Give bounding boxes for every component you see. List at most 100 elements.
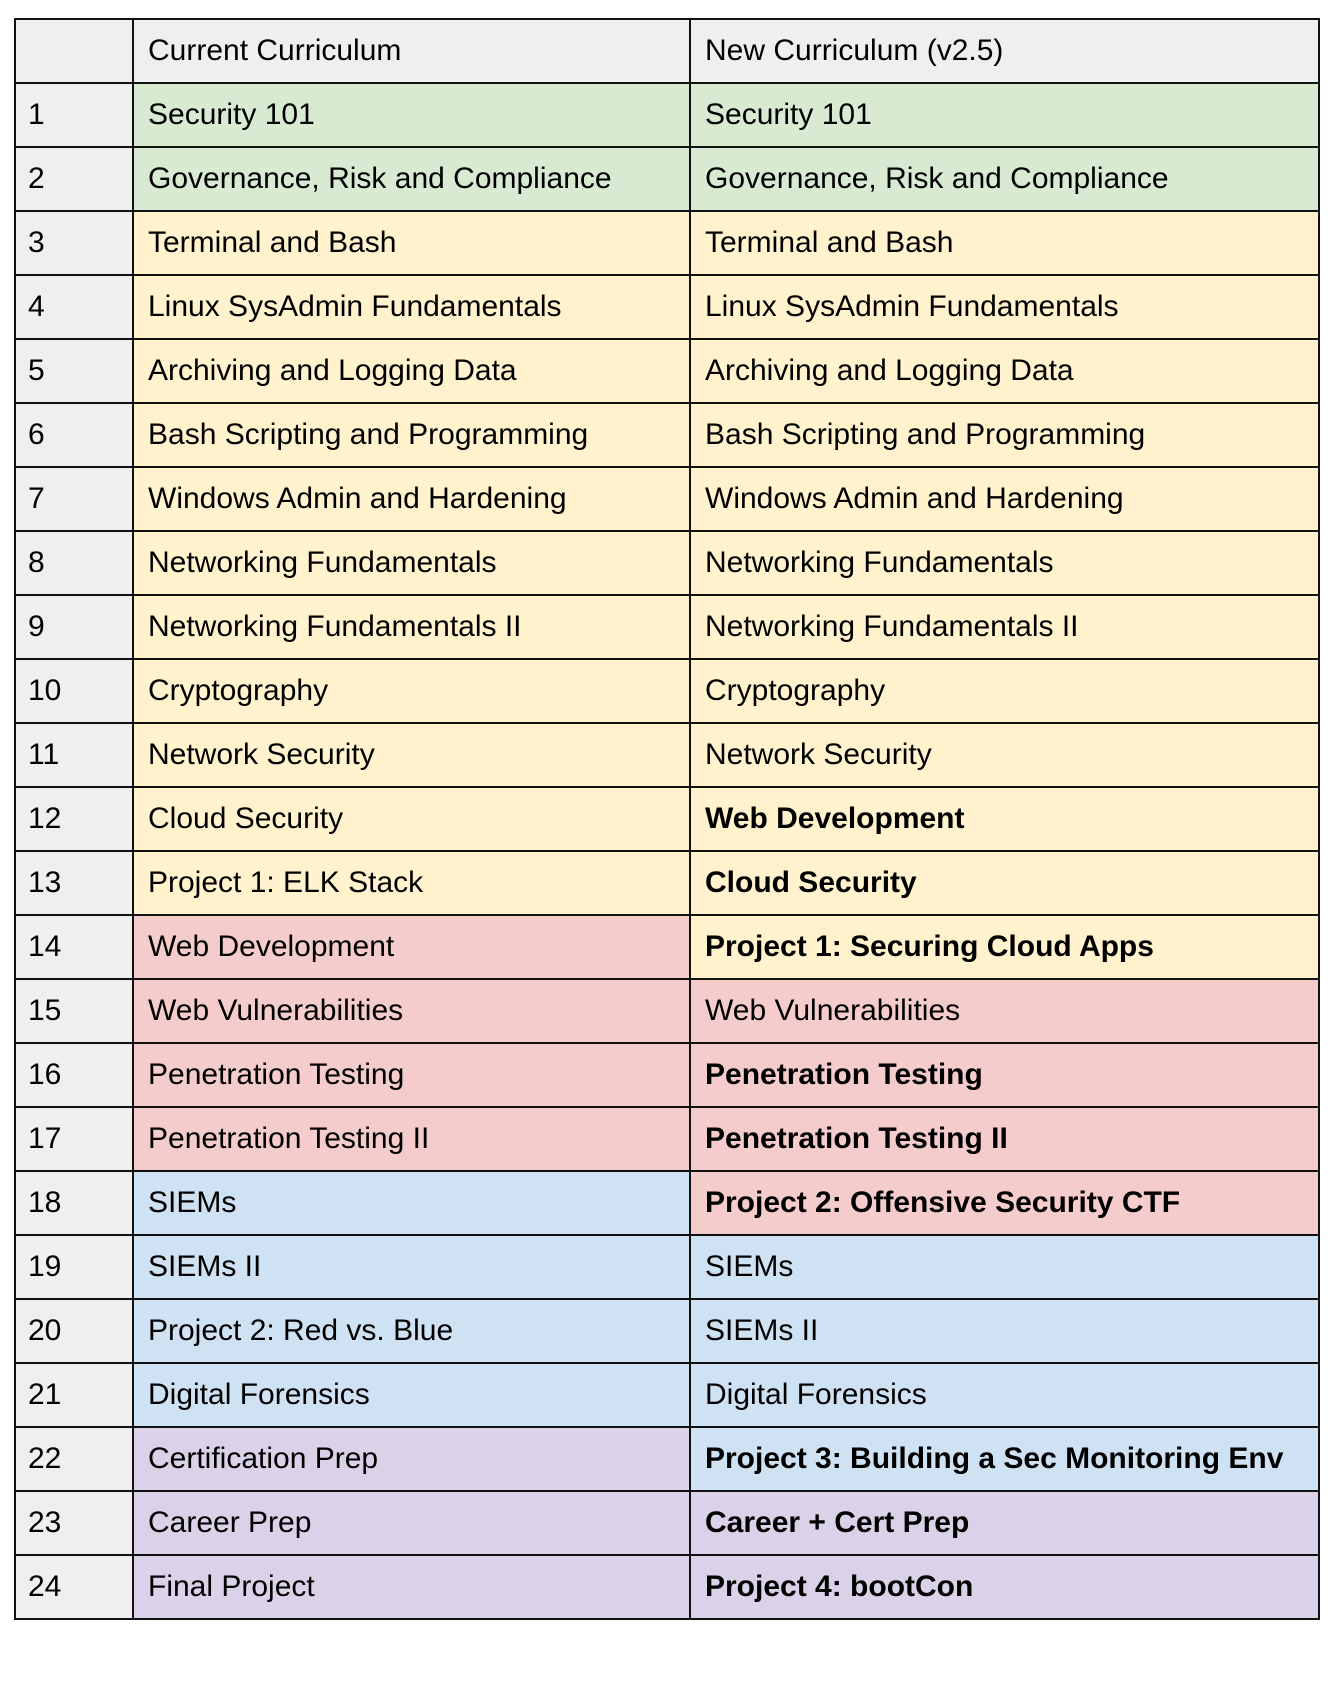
current-curriculum-cell: Networking Fundamentals xyxy=(132,530,691,596)
current-curriculum-cell: Windows Admin and Hardening xyxy=(132,466,691,532)
row-number-cell: 10 xyxy=(14,658,134,724)
table-row: 17 Penetration Testing II Penetration Test… xyxy=(14,1106,1320,1172)
current-curriculum-cell: Career Prep xyxy=(132,1490,691,1556)
new-curriculum-cell: Windows Admin and Hardening xyxy=(689,466,1320,532)
table-row: 5 Archiving and Logging Data Archiving and… xyxy=(14,338,1320,404)
table-row: 10 Cryptography Cryptography xyxy=(14,658,1320,724)
new-curriculum-cell: Career + Cert Prep xyxy=(689,1490,1320,1556)
new-curriculum-cell: Web Development xyxy=(689,786,1320,852)
row-number-cell: 20 xyxy=(14,1298,134,1364)
current-curriculum-cell: Penetration Testing xyxy=(132,1042,691,1108)
row-number-cell: 13 xyxy=(14,850,134,916)
current-curriculum-cell: Web Development xyxy=(132,914,691,980)
header-cell-new: New Curriculum (v2.5) xyxy=(689,18,1320,84)
current-curriculum-cell: Bash Scripting and Programming xyxy=(132,402,691,468)
new-curriculum-cell: Networking Fundamentals II xyxy=(689,594,1320,660)
current-curriculum-cell: Network Security xyxy=(132,722,691,788)
current-curriculum-cell: SIEMs II xyxy=(132,1234,691,1300)
new-curriculum-cell: Digital Forensics xyxy=(689,1362,1320,1428)
table-row: 15 Web Vulnerabilities Web Vulnerabilities xyxy=(14,978,1320,1044)
current-curriculum-cell: Cloud Security xyxy=(132,786,691,852)
table-row: 1 Security 101 Security 101 xyxy=(14,82,1320,148)
new-curriculum-cell: Penetration Testing xyxy=(689,1042,1320,1108)
current-curriculum-cell: Final Project xyxy=(132,1554,691,1620)
row-number-cell: 12 xyxy=(14,786,134,852)
table-row: 20 Project 2: Red vs. Blue SIEMs II xyxy=(14,1298,1320,1364)
table-row: 8 Networking Fundamentals Networking Funda… xyxy=(14,530,1320,596)
new-curriculum-cell: Archiving and Logging Data xyxy=(689,338,1320,404)
table-row: 21 Digital Forensics Digital Forensics xyxy=(14,1362,1320,1428)
new-curriculum-cell: Network Security xyxy=(689,722,1320,788)
table-row: 22 Certification Prep Project 3: Building … xyxy=(14,1426,1320,1492)
table-row: 18 SIEMs Project 2: Offensive Security CTF xyxy=(14,1170,1320,1236)
new-curriculum-cell: Project 2: Offensive Security CTF xyxy=(689,1170,1320,1236)
current-curriculum-cell: Networking Fundamentals II xyxy=(132,594,691,660)
row-number-cell: 14 xyxy=(14,914,134,980)
row-number-cell: 19 xyxy=(14,1234,134,1300)
new-curriculum-cell: Penetration Testing II xyxy=(689,1106,1320,1172)
table-row: 11 Network Security Network Security xyxy=(14,722,1320,788)
table-row: 13 Project 1: ELK Stack Cloud Security xyxy=(14,850,1320,916)
new-curriculum-cell: Project 1: Securing Cloud Apps xyxy=(689,914,1320,980)
table-row: 23 Career Prep Career + Cert Prep xyxy=(14,1490,1320,1556)
row-number-cell: 5 xyxy=(14,338,134,404)
row-number-cell: 3 xyxy=(14,210,134,276)
row-number-cell: 15 xyxy=(14,978,134,1044)
table-row: 7 Windows Admin and Hardening Windows Admi… xyxy=(14,466,1320,532)
current-curriculum-cell: Cryptography xyxy=(132,658,691,724)
row-number-cell: 22 xyxy=(14,1426,134,1492)
row-number-cell: 17 xyxy=(14,1106,134,1172)
new-curriculum-cell: Governance, Risk and Compliance xyxy=(689,146,1320,212)
header-cell-current: Current Curriculum xyxy=(132,18,691,84)
new-curriculum-cell: Bash Scripting and Programming xyxy=(689,402,1320,468)
table-row: 24 Final Project Project 4: bootCon xyxy=(14,1554,1320,1620)
current-curriculum-cell: Archiving and Logging Data xyxy=(132,338,691,404)
table-row: 16 Penetration Testing Penetration Testing xyxy=(14,1042,1320,1108)
current-curriculum-cell: Project 2: Red vs. Blue xyxy=(132,1298,691,1364)
current-curriculum-cell: Digital Forensics xyxy=(132,1362,691,1428)
new-curriculum-cell: Web Vulnerabilities xyxy=(689,978,1320,1044)
row-number-cell: 21 xyxy=(14,1362,134,1428)
new-curriculum-cell: SIEMs II xyxy=(689,1298,1320,1364)
new-curriculum-cell: Cryptography xyxy=(689,658,1320,724)
table-row: 9 Networking Fundamentals II Networking Fu… xyxy=(14,594,1320,660)
table-row: 4 Linux SysAdmin Fundamentals Linux SysAdm… xyxy=(14,274,1320,340)
current-curriculum-cell: Security 101 xyxy=(132,82,691,148)
new-curriculum-cell: SIEMs xyxy=(689,1234,1320,1300)
table-row: 2 Governance, Risk and Compliance Governan… xyxy=(14,146,1320,212)
row-number-cell: 6 xyxy=(14,402,134,468)
table-row: 12 Cloud Security Web Development xyxy=(14,786,1320,852)
new-curriculum-cell: Security 101 xyxy=(689,82,1320,148)
row-number-cell: 1 xyxy=(14,82,134,148)
new-curriculum-cell: Linux SysAdmin Fundamentals xyxy=(689,274,1320,340)
new-curriculum-cell: Terminal and Bash xyxy=(689,210,1320,276)
current-curriculum-cell: Web Vulnerabilities xyxy=(132,978,691,1044)
current-curriculum-cell: Penetration Testing II xyxy=(132,1106,691,1172)
row-number-cell: 8 xyxy=(14,530,134,596)
current-curriculum-cell: SIEMs xyxy=(132,1170,691,1236)
current-curriculum-cell: Governance, Risk and Compliance xyxy=(132,146,691,212)
new-curriculum-cell: Cloud Security xyxy=(689,850,1320,916)
current-curriculum-cell: Linux SysAdmin Fundamentals xyxy=(132,274,691,340)
table-row: 19 SIEMs II SIEMs xyxy=(14,1234,1320,1300)
current-curriculum-cell: Terminal and Bash xyxy=(132,210,691,276)
row-number-cell: 2 xyxy=(14,146,134,212)
header-row: Current Curriculum New Curriculum (v2.5) xyxy=(14,18,1320,84)
current-curriculum-cell: Project 1: ELK Stack xyxy=(132,850,691,916)
new-curriculum-cell: Networking Fundamentals xyxy=(689,530,1320,596)
row-number-cell: 16 xyxy=(14,1042,134,1108)
new-curriculum-cell: Project 3: Building a Sec Monitoring Env xyxy=(689,1426,1320,1492)
header-cell-number xyxy=(14,18,134,84)
new-curriculum-cell: Project 4: bootCon xyxy=(689,1554,1320,1620)
row-number-cell: 23 xyxy=(14,1490,134,1556)
row-number-cell: 18 xyxy=(14,1170,134,1236)
table-row: 14 Web Development Project 1: Securing Clo… xyxy=(14,914,1320,980)
row-number-cell: 24 xyxy=(14,1554,134,1620)
curriculum-table: Current Curriculum New Curriculum (v2.5)… xyxy=(14,18,1320,1620)
row-number-cell: 7 xyxy=(14,466,134,532)
row-number-cell: 4 xyxy=(14,274,134,340)
row-number-cell: 9 xyxy=(14,594,134,660)
row-number-cell: 11 xyxy=(14,722,134,788)
current-curriculum-cell: Certification Prep xyxy=(132,1426,691,1492)
table-row: 6 Bash Scripting and Programming Bash Scri… xyxy=(14,402,1320,468)
